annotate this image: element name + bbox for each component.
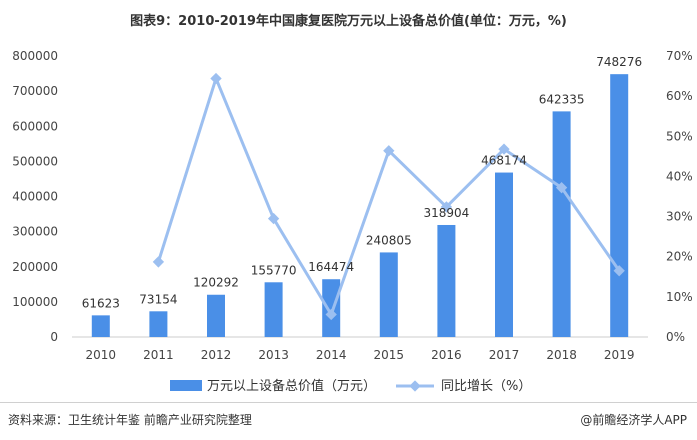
right-axis-tick-label: 20% <box>666 250 693 264</box>
bar <box>207 294 225 337</box>
bar-value-label: 318904 <box>423 206 469 220</box>
x-axis-tick-label: 2018 <box>546 348 577 362</box>
left-axis-tick-label: 700000 <box>12 84 58 98</box>
line-point <box>267 212 280 225</box>
legend-swatch-marker <box>409 380 421 392</box>
bar-series <box>91 74 629 338</box>
legend-label-line: 同比增长（%） <box>441 379 531 394</box>
footer-divider <box>0 402 697 403</box>
line-point <box>325 308 337 321</box>
bar <box>379 252 398 337</box>
x-axis-tick-label: 2012 <box>201 348 232 362</box>
left-axis-tick-label: 800000 <box>12 49 58 63</box>
right-axis-tick-label: 60% <box>666 89 693 103</box>
x-axis-tick-label: 2019 <box>604 348 635 362</box>
left-axis-tick-label: 0 <box>50 330 58 344</box>
x-axis: 2010 2011 2012 2013 2014 2015 2016 2017 2018 2019 <box>72 336 648 362</box>
left-axis: 0 100000 200000 300000 400000 500000 600000 700… <box>12 49 58 344</box>
line-point <box>613 265 625 277</box>
bar-value-label: 61623 <box>82 296 120 310</box>
bar <box>149 311 168 337</box>
bar-value-label: 73154 <box>139 292 177 306</box>
legend: 万元以上设备总价值（万元） 同比增长（%） <box>170 378 531 394</box>
bar <box>322 279 341 337</box>
bar-value-label: 120292 <box>193 276 239 290</box>
x-axis-tick-label: 2010 <box>86 348 117 362</box>
line-point <box>383 145 395 157</box>
x-axis-tick-label: 2013 <box>258 348 289 362</box>
right-axis-tick-label: 40% <box>666 169 693 183</box>
legend-swatch-bar <box>170 380 202 391</box>
bar <box>437 224 456 337</box>
left-axis-tick-label: 600000 <box>12 119 58 133</box>
bar-value-label: 240805 <box>366 233 412 247</box>
brand-label: @前瞻经济学人APP <box>580 413 687 427</box>
right-axis-tick-label: 70% <box>666 49 693 63</box>
x-axis-tick-label: 2015 <box>374 348 405 362</box>
bar <box>264 282 283 337</box>
line-point <box>152 256 165 268</box>
bar-value-label: 642335 <box>539 92 585 106</box>
left-axis-tick-label: 400000 <box>12 190 58 204</box>
bar <box>610 74 629 337</box>
left-axis-tick-label: 100000 <box>12 295 58 309</box>
chart-title: 图表9：2010-2019年中国康复医院万元以上设备总价值(单位：万元，%) <box>130 14 567 29</box>
bar-value-label: 748276 <box>596 55 642 69</box>
left-axis-tick-label: 200000 <box>12 260 58 274</box>
bar <box>552 111 571 338</box>
bar-value-label: 468174 <box>481 154 527 168</box>
x-axis-tick-label: 2014 <box>316 348 347 362</box>
x-axis-tick-label: 2011 <box>143 348 174 362</box>
x-axis-tick-label: 2016 <box>431 348 462 362</box>
x-axis-tick-label: 2017 <box>489 348 520 362</box>
right-axis-tick-label: 30% <box>666 210 693 224</box>
right-axis: 0% 10% 20% 30% 40% 50% 60% 70% <box>666 49 693 344</box>
bar-value-labels: 61623 73154 120292 155770 164474 240805 318904… <box>82 55 642 310</box>
bar-value-label: 164474 <box>308 260 354 274</box>
bar <box>91 315 110 337</box>
right-axis-tick-label: 50% <box>666 129 693 143</box>
left-axis-tick-label: 500000 <box>12 154 58 168</box>
bar-value-label: 155770 <box>251 263 297 277</box>
right-axis-tick-label: 0% <box>666 330 685 344</box>
legend-label-bar: 万元以上设备总价值（万元） <box>207 378 376 394</box>
left-axis-tick-label: 300000 <box>12 225 58 239</box>
source-note: 资料来源：卫生统计年鉴 前瞻产业研究院整理 <box>8 413 252 427</box>
line-point <box>440 201 453 213</box>
line-point <box>498 143 510 155</box>
right-axis-tick-label: 10% <box>666 290 693 304</box>
line-point <box>210 72 222 85</box>
bar <box>495 172 513 337</box>
